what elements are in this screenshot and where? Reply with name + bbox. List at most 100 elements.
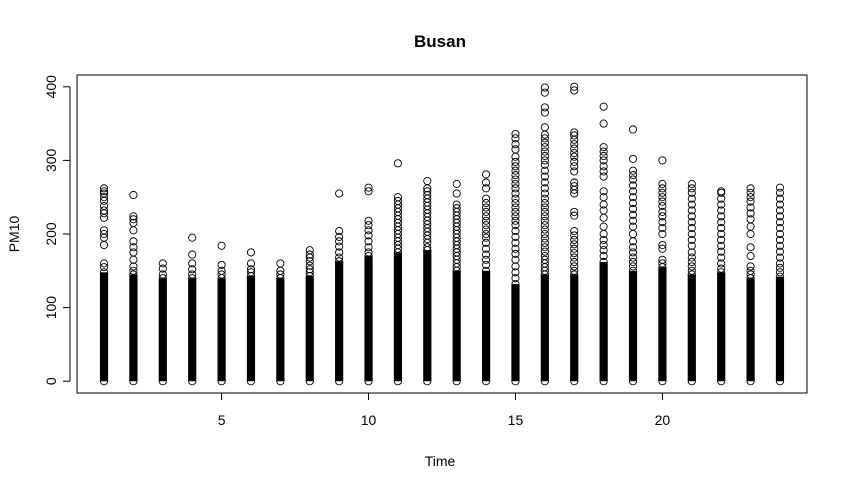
y-axis-label: PM10	[6, 216, 22, 253]
data-point	[687, 248, 696, 257]
data-point	[628, 154, 638, 163]
data-point	[246, 271, 256, 281]
dense-points	[276, 278, 285, 382]
data-point	[658, 193, 667, 202]
data-point	[628, 187, 638, 196]
y-axis: 0 100 200 300 400	[43, 75, 71, 385]
y-tick-label: 0	[43, 377, 59, 385]
data-point	[540, 138, 549, 147]
data-point	[628, 204, 638, 214]
data-point	[570, 227, 579, 236]
dense-points	[99, 272, 109, 382]
data-point	[276, 259, 285, 268]
data-point	[511, 203, 520, 212]
data-point	[628, 229, 638, 239]
data-point	[746, 197, 755, 206]
data-point	[129, 237, 138, 246]
data-point	[129, 243, 138, 252]
data-point	[540, 88, 549, 97]
data-point	[687, 257, 696, 267]
data-point	[129, 270, 138, 279]
dense-points	[393, 252, 403, 382]
data-point	[540, 234, 549, 243]
data-point	[452, 189, 461, 198]
data-point	[452, 179, 461, 188]
data-point	[482, 199, 491, 208]
data-point	[305, 377, 314, 386]
data-point	[628, 253, 638, 262]
y-tick-label: 400	[43, 75, 59, 99]
data-point	[335, 248, 344, 257]
data-point	[511, 207, 520, 216]
dense-points	[305, 275, 314, 382]
data-point	[482, 194, 491, 203]
data-point	[511, 145, 520, 154]
data-point	[482, 233, 491, 242]
data-point	[628, 181, 638, 190]
data-point	[746, 203, 755, 212]
dense-points	[452, 270, 461, 382]
data-point	[717, 212, 726, 221]
data-point	[717, 377, 726, 386]
data-point	[746, 184, 755, 193]
data-point	[687, 212, 696, 221]
data-point	[599, 147, 608, 156]
dense-points	[599, 261, 608, 382]
data-point	[423, 377, 432, 386]
data-point	[540, 221, 549, 230]
data-point	[746, 193, 755, 202]
data-point	[393, 159, 402, 168]
data-point	[599, 172, 608, 181]
data-point	[540, 184, 549, 193]
data-point	[99, 187, 109, 196]
data-point	[99, 259, 109, 268]
data-point	[540, 247, 549, 256]
data-point	[599, 377, 608, 386]
data-point	[482, 203, 491, 212]
data-point	[540, 108, 549, 117]
data-point	[658, 240, 667, 250]
dense-points	[540, 274, 549, 382]
data-point	[717, 218, 726, 227]
data-point	[158, 264, 167, 273]
data-point	[570, 257, 579, 267]
data-point	[99, 189, 109, 198]
data-point	[540, 212, 549, 221]
data-point	[364, 248, 373, 257]
data-point	[599, 156, 608, 165]
data-point	[129, 212, 138, 221]
data-point	[599, 222, 608, 231]
data-point	[717, 253, 726, 262]
data-point	[746, 209, 755, 218]
data-point	[658, 201, 667, 211]
data-point	[687, 253, 696, 262]
dense-points	[687, 274, 696, 382]
data-point	[775, 268, 785, 277]
data-point	[775, 247, 785, 256]
data-point	[717, 187, 726, 196]
data-point	[599, 167, 608, 176]
data-point	[599, 240, 608, 250]
data-point	[687, 218, 696, 227]
data-point	[393, 196, 402, 205]
data-point	[540, 238, 549, 247]
data-point	[775, 253, 785, 262]
data-point	[393, 377, 402, 386]
data-point	[658, 255, 667, 264]
data-point	[717, 224, 726, 233]
data-point	[628, 216, 638, 225]
data-point	[511, 179, 520, 188]
y-tick-label: 300	[43, 148, 59, 172]
data-point	[452, 200, 461, 209]
dense-points	[570, 274, 579, 382]
data-point	[335, 377, 344, 386]
data-point	[276, 270, 285, 279]
x-tick-label: 10	[361, 412, 377, 428]
data-point	[628, 125, 638, 134]
data-point	[246, 259, 256, 268]
data-point	[99, 206, 109, 215]
data-point	[628, 222, 638, 231]
dense-points	[775, 276, 785, 382]
data-point	[570, 244, 579, 253]
data-point	[687, 224, 696, 233]
